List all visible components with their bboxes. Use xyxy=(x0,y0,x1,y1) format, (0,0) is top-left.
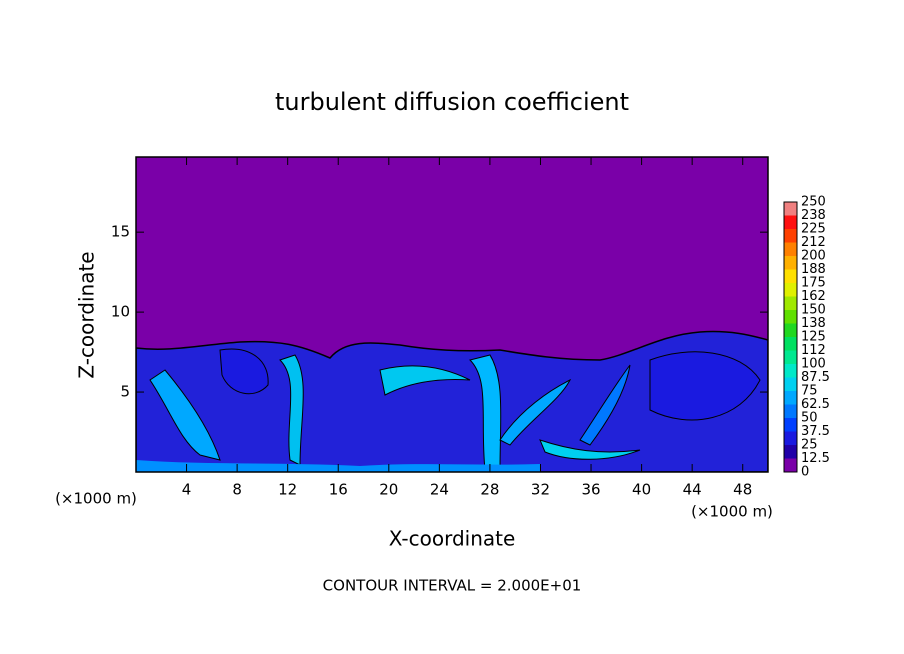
field-region xyxy=(649,351,761,421)
colorbar-label: 100 xyxy=(801,357,826,372)
plot-frame xyxy=(135,156,769,473)
field-region xyxy=(579,364,631,446)
colorbar-swatch xyxy=(784,404,797,418)
colorbar-swatch xyxy=(784,418,797,432)
colorbar-label: 25 xyxy=(801,438,818,453)
x-axis-label: X-coordinate xyxy=(389,527,516,551)
annotation: CONTOUR INTERVAL = 2.000E+01 xyxy=(323,577,582,595)
field xyxy=(136,157,768,472)
x-tick-label: 40 xyxy=(632,481,651,499)
x-tick-label: 48 xyxy=(733,481,752,499)
colorbar-label: 175 xyxy=(801,276,826,291)
x-tick-label: 44 xyxy=(683,481,702,499)
colorbar-swatch xyxy=(784,364,797,378)
colorbar-label: 62.5 xyxy=(801,397,830,412)
colorbar-swatch xyxy=(784,256,797,270)
y-tick-label: 15 xyxy=(111,223,130,241)
chart-title: turbulent diffusion coefficient xyxy=(275,88,629,116)
colorbar-swatch xyxy=(784,269,797,283)
colorbar-swatch xyxy=(784,391,797,405)
colorbar-swatch xyxy=(784,445,797,459)
x-tick-label: 12 xyxy=(278,481,297,499)
colorbar-swatch xyxy=(784,431,797,445)
x-tick-label: 4 xyxy=(182,481,192,499)
colorbar-swatch xyxy=(784,215,797,229)
colorbar-label: 87.5 xyxy=(801,370,830,385)
colorbar-swatch xyxy=(784,283,797,297)
y-axis-label: Z-coordinate xyxy=(75,251,99,378)
colorbar-label: 162 xyxy=(801,289,826,304)
colorbar-label: 188 xyxy=(801,262,826,277)
colorbar-swatch xyxy=(784,350,797,364)
x-tick-label: 32 xyxy=(531,481,550,499)
x-tick-label: 28 xyxy=(480,481,499,499)
colorbar-swatch xyxy=(784,458,797,472)
colorbar-swatch xyxy=(784,296,797,310)
colorbar-swatch xyxy=(784,337,797,351)
colorbar-label: 200 xyxy=(801,249,826,264)
colorbar-label: 75 xyxy=(801,384,818,399)
colorbar-swatch xyxy=(784,242,797,256)
colorbar-label: 12.5 xyxy=(801,451,830,466)
colorbar-label: 112 xyxy=(801,343,826,358)
field-region xyxy=(149,369,221,461)
field-region xyxy=(379,365,471,396)
x-unit-left: (×1000 m) xyxy=(55,490,137,508)
x-tick-label: 20 xyxy=(379,481,398,499)
colorbar-swatch xyxy=(784,310,797,324)
colorbar-frame xyxy=(783,201,798,473)
x-unit-right: (×1000 m) xyxy=(691,503,773,521)
x-tick-label: 36 xyxy=(581,481,600,499)
colorbar-label: 238 xyxy=(801,208,826,223)
colorbar-swatch xyxy=(784,377,797,391)
y-tick-label: 10 xyxy=(111,303,130,321)
colorbar-label: 150 xyxy=(801,303,826,318)
x-tick-label: 8 xyxy=(232,481,242,499)
field-region xyxy=(219,348,269,395)
colorbar-label: 0 xyxy=(801,465,809,480)
colorbar-label: 50 xyxy=(801,411,818,426)
colorbar-label: 250 xyxy=(801,195,826,210)
colorbar-label: 225 xyxy=(801,222,826,237)
colorbar-label: 138 xyxy=(801,316,826,331)
x-tick-label: 24 xyxy=(430,481,449,499)
field-region xyxy=(539,439,641,460)
x-tick-label: 16 xyxy=(329,481,348,499)
colorbar-label: 37.5 xyxy=(801,424,830,439)
colorbar-swatch xyxy=(784,229,797,243)
colorbar-label: 212 xyxy=(801,235,826,250)
colorbar-swatch xyxy=(784,202,797,216)
field-region xyxy=(499,378,572,446)
y-tick-label: 5 xyxy=(120,383,130,401)
colorbar-swatch xyxy=(784,323,797,337)
colorbar-label: 125 xyxy=(801,330,826,345)
